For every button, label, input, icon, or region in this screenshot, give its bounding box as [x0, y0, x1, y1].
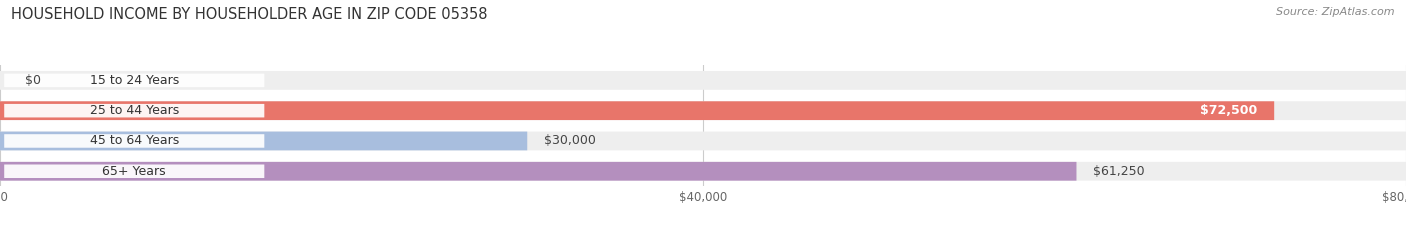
Text: 45 to 64 Years: 45 to 64 Years [90, 134, 179, 147]
FancyBboxPatch shape [0, 162, 1406, 181]
FancyBboxPatch shape [0, 132, 1406, 150]
FancyBboxPatch shape [4, 164, 264, 178]
Text: $61,250: $61,250 [1094, 165, 1144, 178]
FancyBboxPatch shape [0, 71, 1406, 90]
Text: $30,000: $30,000 [544, 134, 596, 147]
FancyBboxPatch shape [0, 101, 1274, 120]
FancyBboxPatch shape [4, 104, 264, 117]
Text: 65+ Years: 65+ Years [103, 165, 166, 178]
FancyBboxPatch shape [4, 74, 264, 87]
Text: HOUSEHOLD INCOME BY HOUSEHOLDER AGE IN ZIP CODE 05358: HOUSEHOLD INCOME BY HOUSEHOLDER AGE IN Z… [11, 7, 488, 22]
FancyBboxPatch shape [4, 134, 264, 148]
Text: 15 to 24 Years: 15 to 24 Years [90, 74, 179, 87]
Text: $0: $0 [25, 74, 41, 87]
FancyBboxPatch shape [0, 132, 527, 150]
FancyBboxPatch shape [0, 162, 1077, 181]
Text: 25 to 44 Years: 25 to 44 Years [90, 104, 179, 117]
Text: Source: ZipAtlas.com: Source: ZipAtlas.com [1277, 7, 1395, 17]
Text: $72,500: $72,500 [1201, 104, 1257, 117]
FancyBboxPatch shape [0, 101, 1406, 120]
